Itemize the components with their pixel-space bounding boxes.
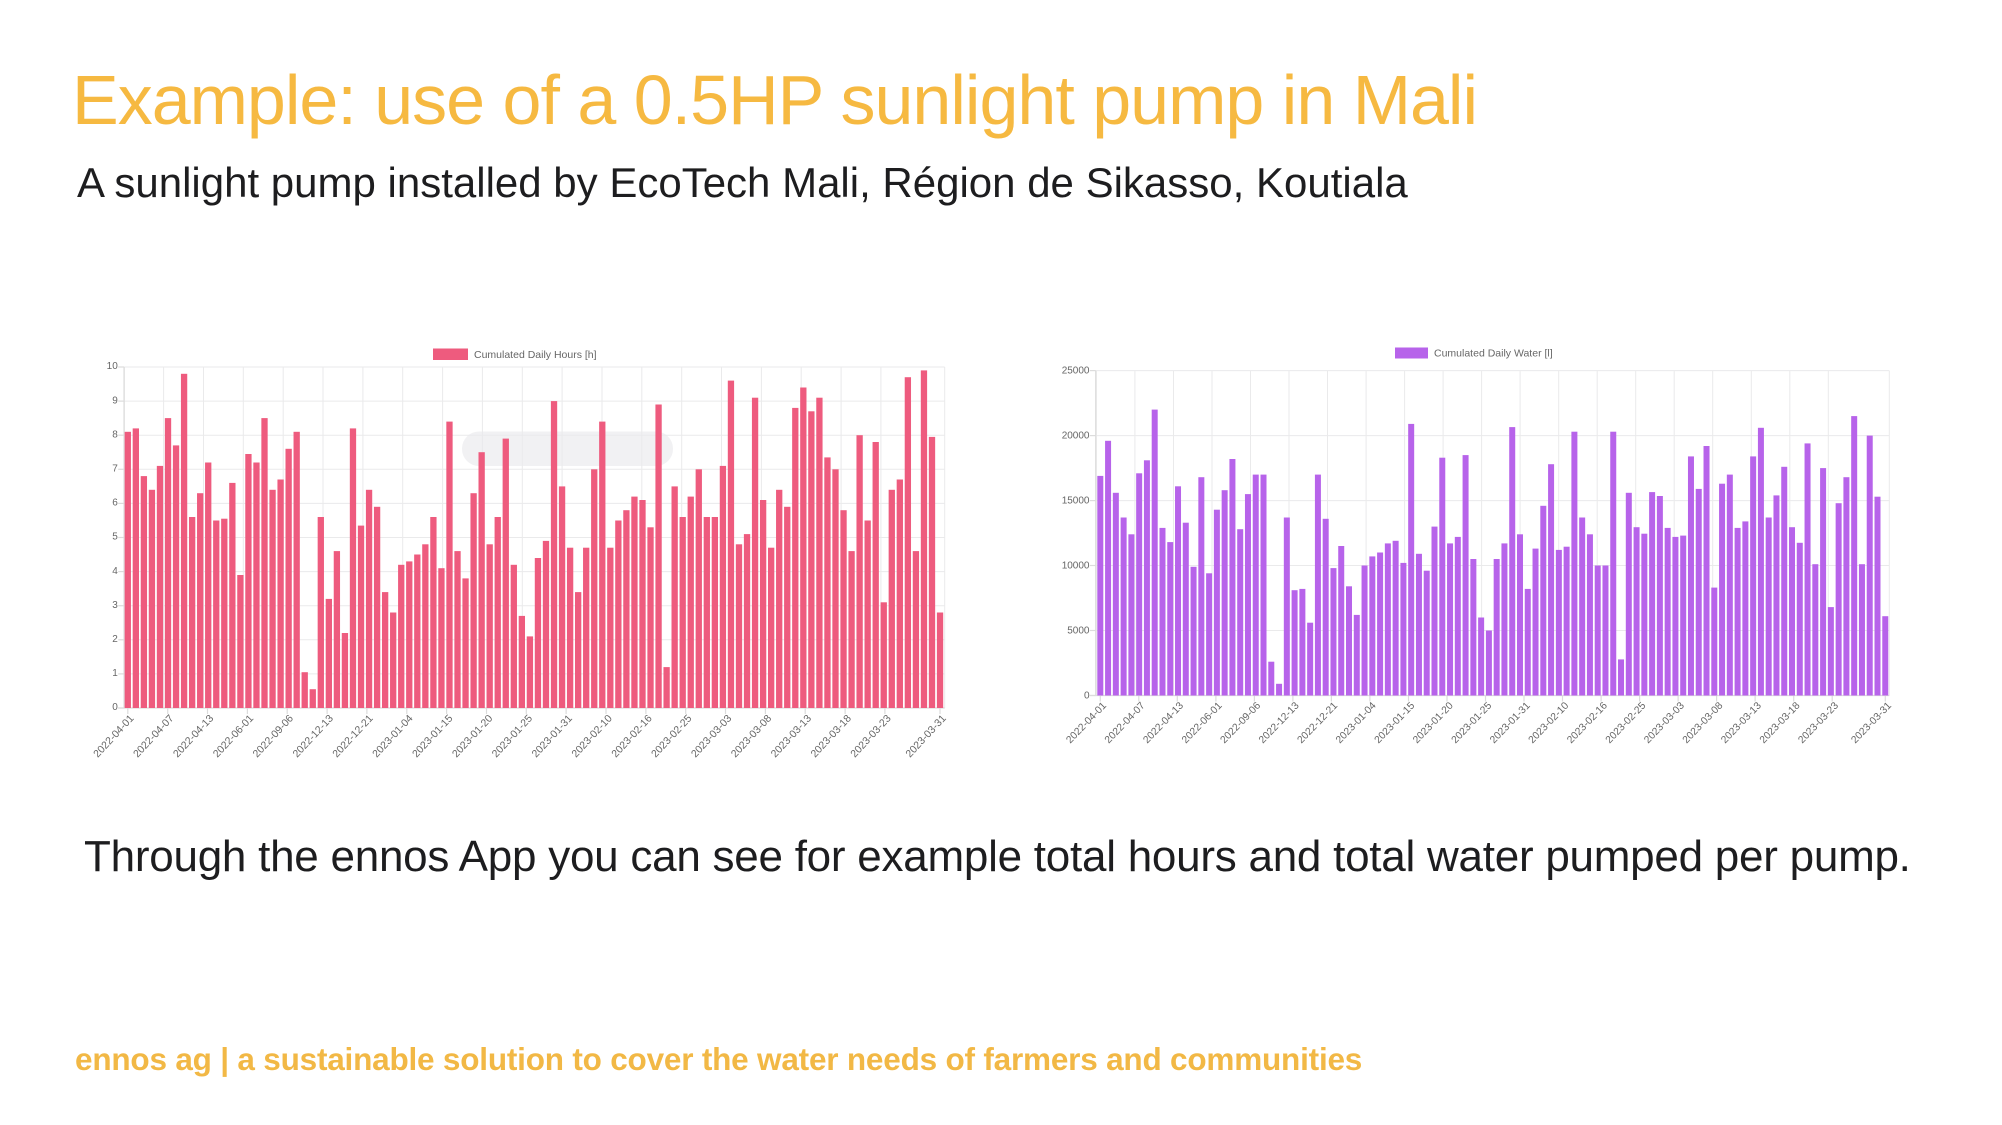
svg-text:2023-01-15: 2023-01-15 [410,712,456,760]
svg-text:Cumulated Daily Water [l]: Cumulated Daily Water [l] [1434,348,1553,360]
svg-text:2023-03-23: 2023-03-23 [848,712,894,760]
svg-text:2022-12-13: 2022-12-13 [290,712,336,760]
svg-text:4: 4 [112,566,118,577]
svg-text:20000: 20000 [1062,430,1090,441]
svg-text:2: 2 [112,634,118,645]
svg-text:5: 5 [112,532,118,543]
svg-text:5000: 5000 [1067,625,1090,636]
svg-text:2023-03-18: 2023-03-18 [808,712,854,760]
svg-text:2023-03-23: 2023-03-23 [1796,700,1841,746]
svg-text:2023-03-03: 2023-03-03 [689,712,735,760]
svg-text:2023-01-25: 2023-01-25 [490,712,536,760]
svg-text:15000: 15000 [1062,495,1090,506]
svg-text:9: 9 [112,395,118,406]
svg-text:2022-04-13: 2022-04-13 [171,712,217,760]
svg-text:2022-04-13: 2022-04-13 [1142,700,1187,746]
svg-text:10000: 10000 [1062,560,1090,571]
svg-text:2023-03-31: 2023-03-31 [1850,700,1895,746]
svg-text:0: 0 [1084,690,1090,701]
svg-text:3: 3 [112,600,118,611]
svg-text:2023-02-10: 2023-02-10 [1527,700,1572,746]
svg-text:1: 1 [112,668,118,679]
svg-text:2023-03-31: 2023-03-31 [903,712,949,760]
svg-text:2023-02-10: 2023-02-10 [569,712,615,760]
svg-text:2023-01-04: 2023-01-04 [1334,700,1379,746]
svg-text:2023-01-04: 2023-01-04 [370,712,416,760]
svg-text:Cumulated Daily Hours [h]: Cumulated Daily Hours [h] [474,349,597,361]
svg-text:25000: 25000 [1062,365,1090,376]
svg-text:10: 10 [107,361,119,372]
svg-text:2023-03-13: 2023-03-13 [769,712,815,760]
svg-text:2022-12-21: 2022-12-21 [330,712,376,760]
svg-text:2023-03-13: 2023-03-13 [1719,700,1764,746]
svg-text:8: 8 [112,429,118,440]
svg-text:0: 0 [112,702,118,713]
svg-text:2022-09-06: 2022-09-06 [251,712,297,760]
svg-text:2023-03-08: 2023-03-08 [729,712,775,760]
svg-text:7: 7 [112,464,118,475]
svg-text:6: 6 [112,498,118,509]
svg-text:2023-01-20: 2023-01-20 [450,712,496,760]
svg-text:2023-02-25: 2023-02-25 [649,712,695,760]
svg-text:2022-04-07: 2022-04-07 [131,712,177,760]
svg-text:2022-04-01: 2022-04-01 [91,712,137,760]
svg-text:2023-02-16: 2023-02-16 [609,712,655,760]
svg-text:2022-06-01: 2022-06-01 [211,712,257,760]
svg-text:2023-01-31: 2023-01-31 [530,712,576,760]
